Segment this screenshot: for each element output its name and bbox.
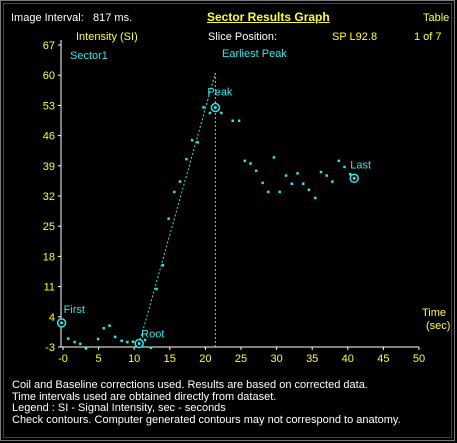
data-point bbox=[231, 119, 234, 122]
graph-panel bbox=[3, 3, 452, 438]
data-point bbox=[173, 190, 176, 194]
data-point bbox=[290, 182, 294, 185]
data-point bbox=[261, 181, 264, 185]
image-interval-value: 817 ms. bbox=[93, 12, 133, 24]
footer-line-2: Time intervals used are obtained directl… bbox=[12, 390, 277, 403]
footer-notes: Coil and Baseline corrections used. Resu… bbox=[12, 379, 401, 426]
data-point bbox=[307, 188, 311, 192]
data-point bbox=[120, 339, 123, 343]
y-tick-label: 67 bbox=[43, 40, 55, 52]
data-point bbox=[161, 264, 165, 267]
data-point bbox=[337, 159, 341, 163]
data-point bbox=[319, 170, 323, 174]
x-tick-label: 5 bbox=[96, 353, 102, 365]
y-tick-label: 46 bbox=[43, 131, 55, 143]
image-interval-label: Image Interval: bbox=[11, 12, 84, 24]
marker-label-first: First bbox=[64, 304, 85, 316]
data-point bbox=[348, 172, 352, 176]
earliest-peak-label: Earliest Peak bbox=[222, 48, 287, 60]
series-label: Sector1 bbox=[70, 50, 108, 62]
data-point bbox=[243, 159, 247, 163]
data-point bbox=[143, 338, 147, 342]
data-point bbox=[249, 162, 252, 165]
data-point bbox=[278, 190, 281, 194]
data-point bbox=[202, 106, 205, 109]
x-tick-label: 25 bbox=[235, 353, 247, 365]
x-tick-label: 35 bbox=[306, 353, 318, 365]
y-axis-label: Intensity (SI) bbox=[76, 31, 138, 43]
x-tick-label: 10 bbox=[128, 353, 140, 365]
y-tick-label: -3 bbox=[45, 342, 55, 354]
footer-line-3: Legend : SI - Signal Intensity, sec - se… bbox=[12, 402, 226, 414]
y-tick-label: 25 bbox=[43, 221, 55, 233]
y-tick-label: 4 bbox=[49, 312, 55, 324]
data-point bbox=[73, 340, 76, 344]
data-point bbox=[149, 346, 153, 349]
marker-center bbox=[137, 342, 141, 346]
y-tick-label: 60 bbox=[43, 70, 55, 82]
marker-center bbox=[213, 106, 217, 110]
data-point bbox=[272, 156, 276, 159]
x-axis-unit: (sec) bbox=[426, 320, 451, 332]
upslope-fit-line bbox=[138, 72, 216, 344]
y-tick-label: 32 bbox=[43, 191, 55, 203]
data-point bbox=[284, 174, 288, 177]
table-label: Table bbox=[423, 12, 450, 24]
data-point bbox=[84, 347, 88, 350]
marker-label-peak: Peak bbox=[207, 87, 233, 99]
x-tick-label: 45 bbox=[377, 353, 389, 365]
data-point bbox=[331, 180, 334, 183]
data-point bbox=[301, 182, 305, 185]
data-point bbox=[155, 287, 158, 291]
data-point bbox=[196, 141, 200, 144]
data-point bbox=[113, 335, 117, 339]
data-point bbox=[167, 217, 170, 220]
y-tick-label: 18 bbox=[43, 251, 55, 263]
data-point bbox=[314, 196, 317, 200]
data-point bbox=[296, 172, 299, 175]
data-point bbox=[325, 174, 328, 177]
data-point bbox=[343, 165, 346, 169]
data-point bbox=[254, 169, 258, 173]
page-title: Sector Results Graph bbox=[207, 10, 330, 24]
data-point bbox=[79, 342, 82, 346]
slice-position-value: SP L92.8 bbox=[332, 31, 378, 43]
footer-line-1: Coil and Baseline corrections used. Resu… bbox=[12, 379, 368, 391]
x-tick-label: 30 bbox=[270, 353, 282, 365]
slice-position-label: Slice Position: bbox=[208, 31, 278, 43]
page-indicator: 1 of 7 bbox=[414, 31, 442, 43]
x-tick-label: 15 bbox=[164, 353, 176, 365]
footer-line-4: Check contours. Computer generated conto… bbox=[12, 413, 401, 426]
data-point bbox=[178, 180, 182, 183]
x-tick-label: -0 bbox=[58, 353, 68, 365]
data-point bbox=[126, 340, 129, 344]
data-point bbox=[220, 111, 223, 115]
data-point bbox=[108, 324, 111, 327]
data-point bbox=[102, 327, 106, 330]
marker-label-last: Last bbox=[350, 159, 371, 171]
data-point bbox=[96, 337, 100, 341]
x-axis-label: Time bbox=[422, 307, 447, 319]
marker-center bbox=[352, 176, 356, 180]
y-tick-label: 11 bbox=[44, 282, 55, 294]
data-point bbox=[190, 138, 194, 142]
data-point bbox=[66, 337, 70, 340]
data-point bbox=[237, 119, 241, 122]
marker-label-root: Root bbox=[141, 329, 164, 341]
y-tick-label: 53 bbox=[43, 100, 55, 112]
x-tick-label: 40 bbox=[342, 353, 354, 365]
marker-center bbox=[60, 321, 64, 325]
data-point bbox=[131, 340, 135, 343]
data-point bbox=[185, 157, 188, 161]
data-point bbox=[267, 190, 270, 194]
y-tick-label: 39 bbox=[43, 161, 55, 173]
data-point bbox=[208, 111, 212, 115]
x-tick-label: 50 bbox=[413, 353, 425, 365]
x-tick-label: 20 bbox=[199, 353, 211, 365]
